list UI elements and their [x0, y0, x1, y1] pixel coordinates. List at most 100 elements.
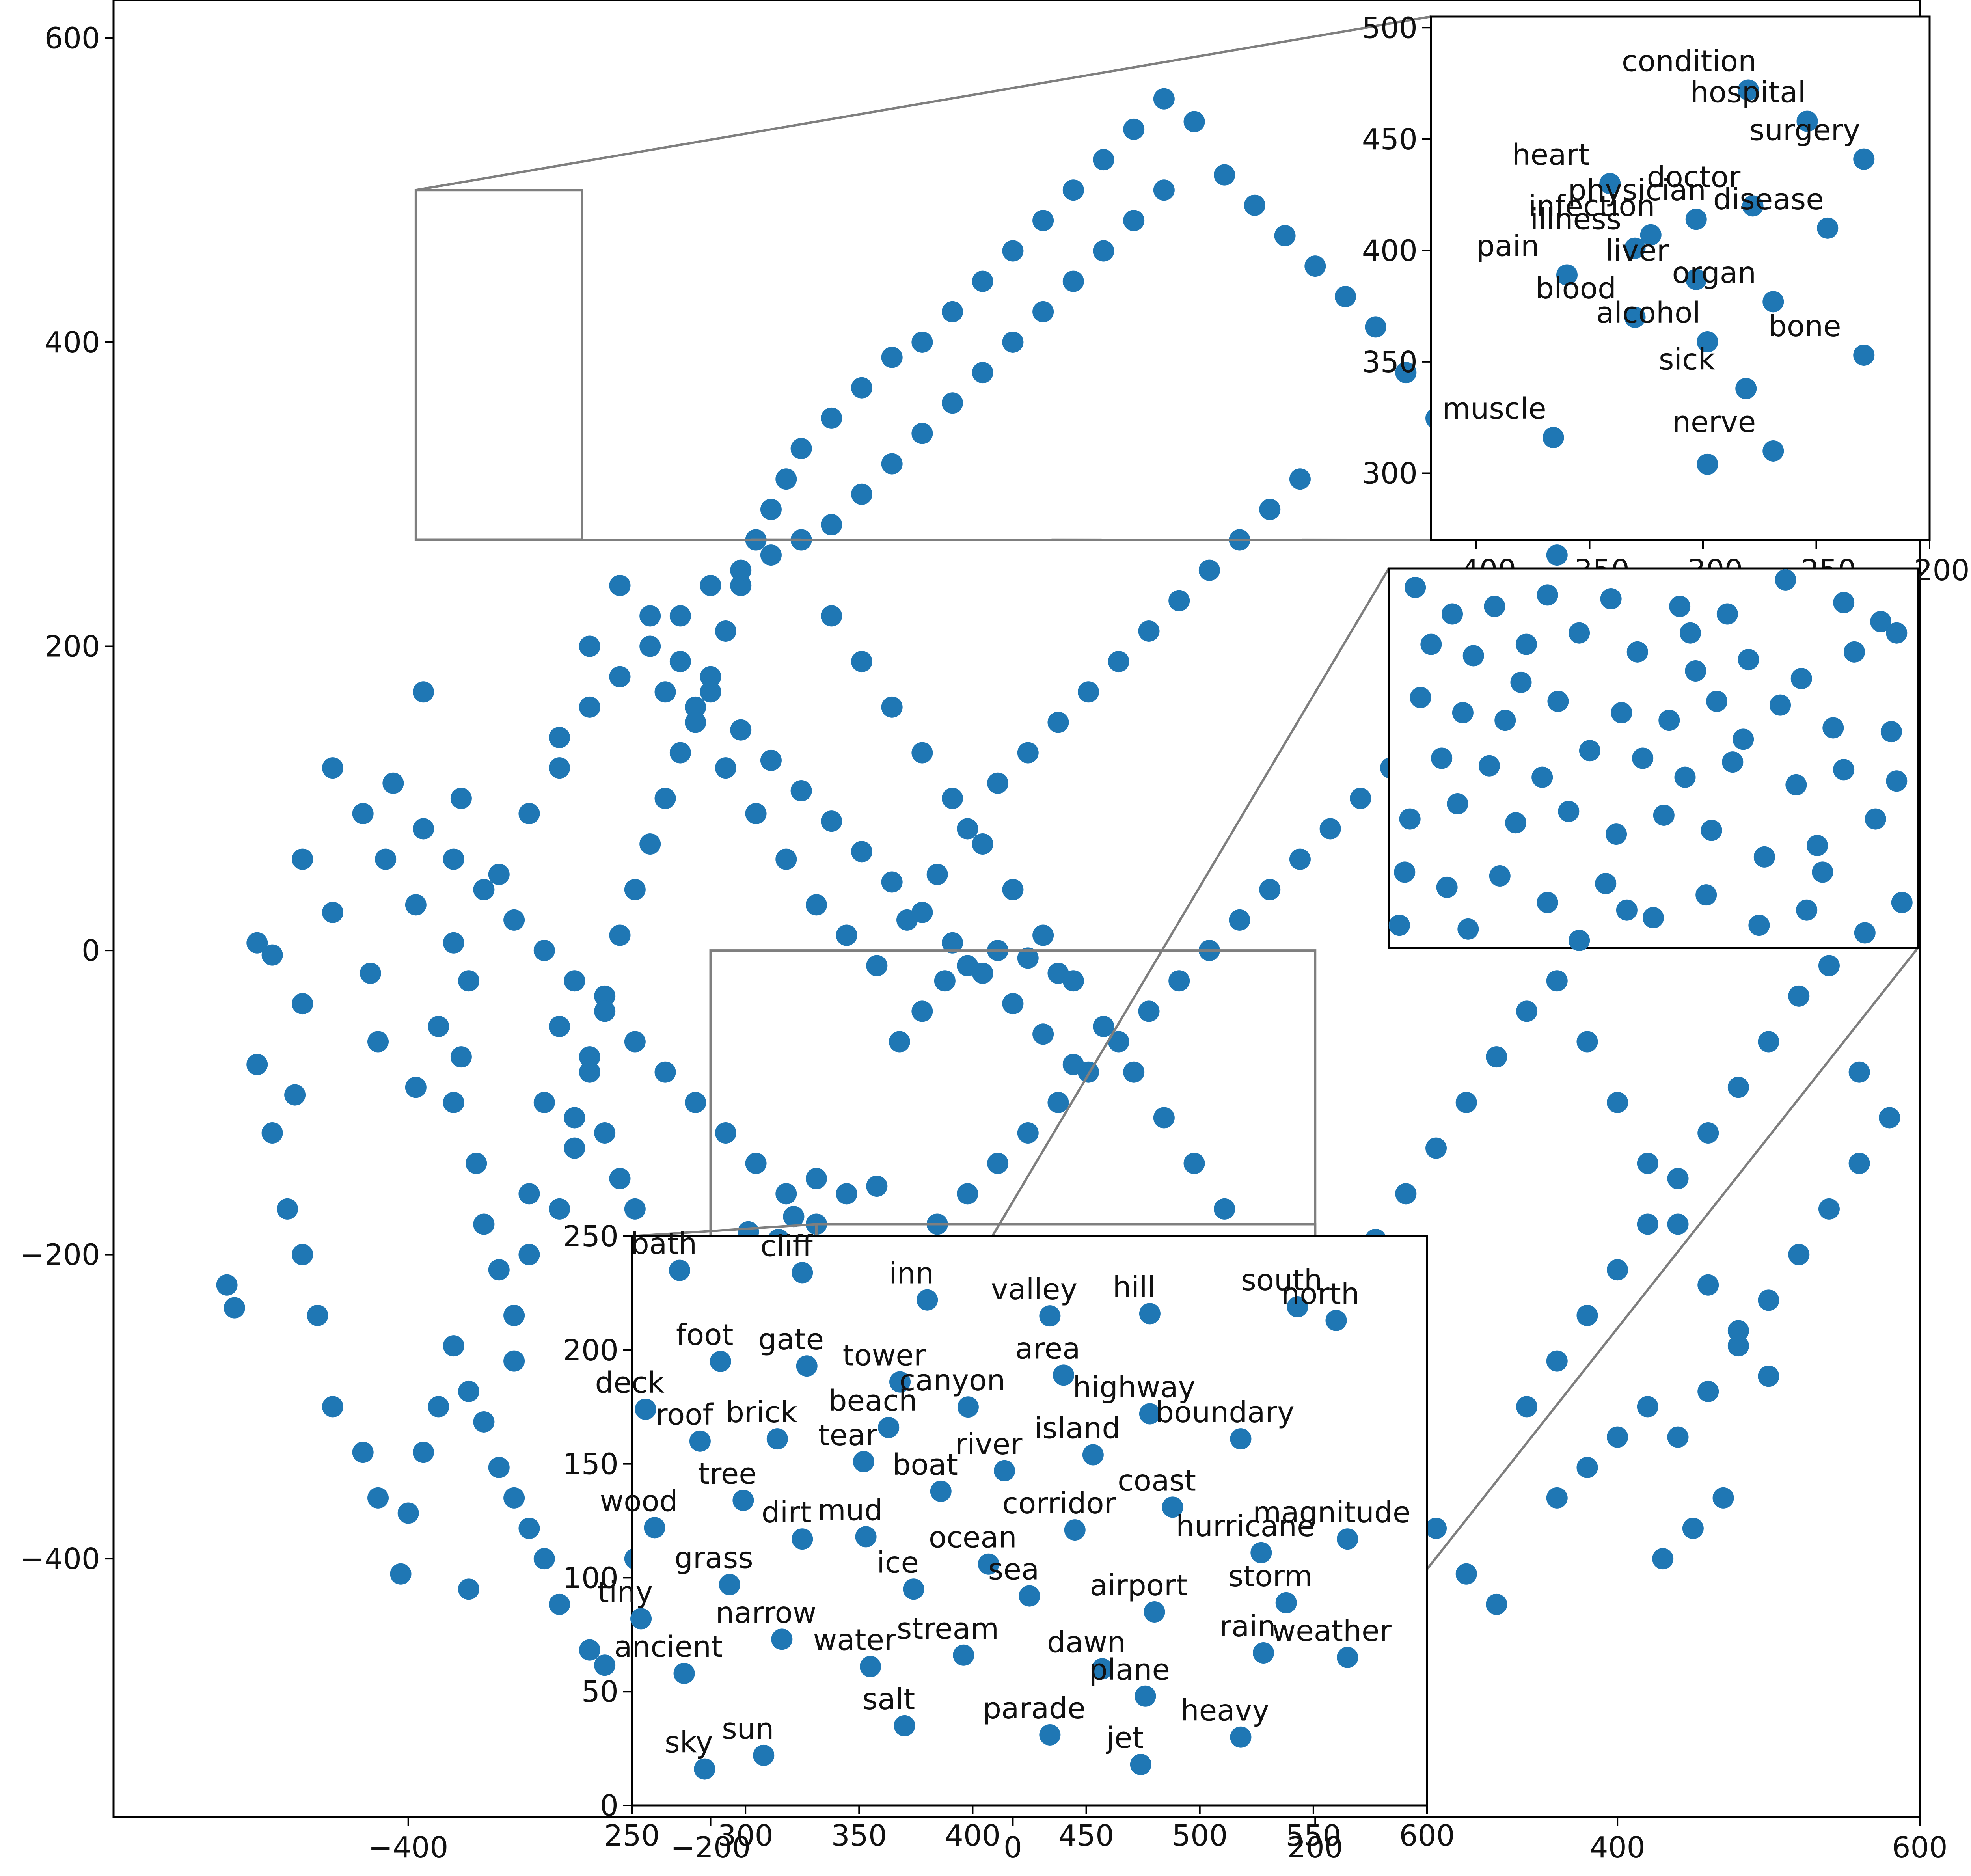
data-point: [1138, 620, 1160, 642]
word-point: [1135, 1685, 1156, 1707]
data-point: [450, 1046, 472, 1068]
data-point: [1758, 1031, 1779, 1053]
data-point: [911, 902, 933, 923]
data-point: [503, 1487, 525, 1509]
data-point: [1168, 590, 1190, 611]
data-point: [745, 1153, 767, 1174]
data-point: [533, 1092, 555, 1113]
data-point: [730, 719, 752, 741]
data-point: [685, 1092, 706, 1113]
data-point: [1062, 270, 1084, 292]
data-point: [783, 1206, 805, 1228]
data-point: [1032, 301, 1054, 322]
data-point: [624, 1031, 646, 1053]
data-point: [851, 377, 872, 399]
data-point: [1183, 111, 1205, 132]
data-point: [1093, 1015, 1114, 1037]
word-label: sea: [988, 1553, 1039, 1587]
data-point: [1697, 1274, 1719, 1296]
data-point: [1486, 1593, 1507, 1615]
word-point: [1337, 1528, 1358, 1550]
word-point: [957, 1396, 979, 1418]
data-point: [775, 1183, 797, 1205]
word-point: [1599, 173, 1621, 194]
data-point: [450, 788, 472, 809]
word-label: sick: [1659, 343, 1715, 377]
data-point: [1516, 1000, 1538, 1022]
word-label: heavy: [1181, 1694, 1269, 1728]
data-point: [1047, 712, 1069, 733]
word-label: deck: [595, 1366, 665, 1400]
word-label: roof: [656, 1398, 714, 1432]
data-point: [851, 841, 872, 863]
data-point: [1607, 1259, 1628, 1281]
data-point: [972, 362, 993, 384]
data-point: [1462, 645, 1484, 667]
data-point: [405, 1077, 427, 1098]
data-point: [1695, 884, 1717, 906]
data-point: [1667, 1168, 1689, 1189]
data-point: [1879, 1107, 1900, 1129]
data-point: [745, 803, 767, 824]
data-point: [1093, 149, 1114, 171]
word-point: [1287, 1296, 1308, 1318]
data-point: [518, 1183, 540, 1205]
word-label: jet: [1105, 1721, 1144, 1755]
word-point: [994, 1460, 1015, 1481]
data-point: [246, 932, 268, 954]
data-point: [579, 635, 600, 657]
main-ytick-label: −400: [20, 1542, 100, 1576]
data-point: [1697, 1380, 1719, 1402]
word-point: [1624, 237, 1646, 259]
data-point: [1790, 668, 1812, 689]
data-point: [639, 605, 661, 627]
data-point: [1576, 1031, 1598, 1053]
word-label: salt: [863, 1682, 915, 1716]
data-point: [639, 635, 661, 657]
data-point: [775, 848, 797, 870]
data-point: [1108, 1031, 1129, 1053]
inset-geography-xtick-label: 250: [604, 1819, 659, 1853]
data-point: [1758, 1289, 1779, 1311]
word-label: plane: [1089, 1653, 1170, 1687]
data-point: [1478, 755, 1500, 777]
data-point: [669, 742, 691, 764]
data-point: [1447, 793, 1468, 815]
data-point: [594, 1654, 616, 1676]
data-point: [805, 894, 827, 916]
word-label: mud: [818, 1493, 883, 1527]
data-point: [821, 514, 842, 535]
data-point: [292, 1244, 313, 1265]
data-point: [1319, 818, 1341, 840]
data-point: [390, 1563, 412, 1585]
data-point: [261, 944, 283, 966]
inset-right: [1388, 567, 1919, 951]
data-point: [1274, 225, 1296, 246]
data-point: [1350, 788, 1371, 809]
data-point: [1486, 1046, 1507, 1068]
word-label: heart: [1512, 138, 1590, 172]
word-point: [1250, 1542, 1272, 1563]
data-point: [805, 1168, 827, 1189]
data-point: [458, 970, 480, 992]
data-point: [1607, 1092, 1628, 1113]
data-point: [1153, 1107, 1175, 1129]
word-point: [1039, 1724, 1061, 1746]
data-point: [821, 810, 842, 832]
main-xtick-label: 0: [1004, 1831, 1022, 1865]
word-point: [1139, 1303, 1161, 1325]
data-point: [1770, 694, 1791, 716]
word-point: [1325, 1310, 1347, 1331]
word-label: alcohol: [1596, 296, 1701, 330]
data-point: [1388, 915, 1410, 936]
word-point: [917, 1289, 938, 1311]
word-point: [753, 1744, 775, 1766]
word-point: [853, 1451, 874, 1472]
data-point: [564, 1137, 585, 1159]
main-ytick-label: 400: [45, 326, 100, 360]
data-point: [1399, 808, 1421, 830]
data-point: [261, 1122, 283, 1144]
data-point: [1093, 240, 1114, 262]
data-point: [1569, 622, 1590, 644]
